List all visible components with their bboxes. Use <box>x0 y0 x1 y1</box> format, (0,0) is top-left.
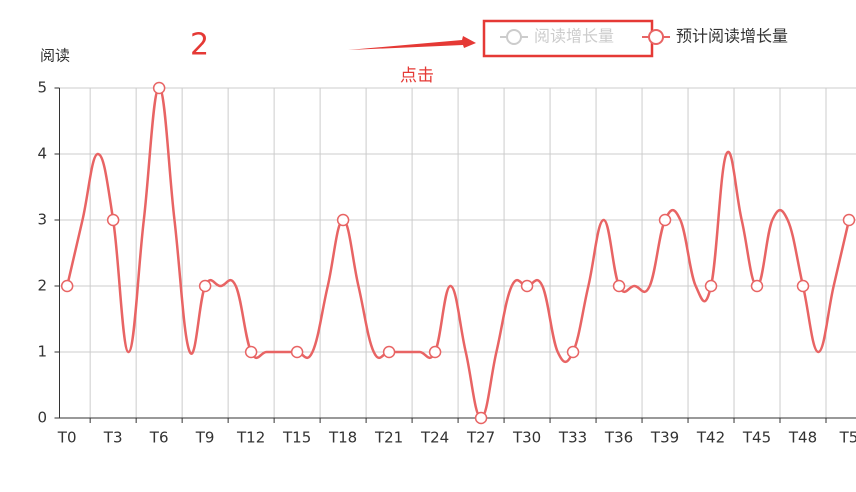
point <box>382 345 396 359</box>
x-tick-label: T3 <box>103 429 123 447</box>
x-tick-label: T5 <box>839 429 856 447</box>
point <box>244 345 258 359</box>
x-tick-label: T36 <box>604 429 633 447</box>
y-axis-label: 阅读 <box>40 47 70 65</box>
annotation: 点击 <box>400 66 434 86</box>
x-tick-label: T6 <box>149 429 169 447</box>
legend-symbol[interactable] <box>506 29 522 45</box>
point <box>566 345 580 359</box>
y-tick-label: 2 <box>37 277 47 295</box>
point <box>428 345 442 359</box>
point <box>336 213 350 227</box>
x-tick-label: T15 <box>282 429 311 447</box>
point <box>106 213 120 227</box>
y-tick-label: 1 <box>37 343 47 361</box>
y-tick-label: 4 <box>37 145 47 163</box>
arrow <box>348 36 476 50</box>
y-tick-label: 5 <box>37 79 47 97</box>
point <box>60 279 74 293</box>
x-tick-label: T48 <box>788 429 817 447</box>
point <box>198 279 212 293</box>
legend-symbol[interactable] <box>648 29 665 45</box>
point <box>474 411 488 425</box>
y-tick-label: 0 <box>37 409 47 427</box>
point <box>658 213 672 227</box>
x-tick-label: T42 <box>696 429 725 447</box>
point <box>704 279 718 293</box>
point <box>152 81 166 95</box>
x-tick-label: T12 <box>236 429 265 447</box>
y-tick-label: 3 <box>37 211 47 229</box>
point <box>750 279 764 293</box>
x-tick-label: T21 <box>374 429 403 447</box>
x-tick-label: T9 <box>195 429 215 447</box>
x-tick-label: T0 <box>57 429 77 447</box>
point <box>290 345 304 359</box>
x-tick-label: T39 <box>650 429 679 447</box>
annotation: 2 <box>190 28 209 63</box>
legend-label[interactable]: 阅读增长量 <box>534 27 614 46</box>
point <box>796 279 810 293</box>
x-tick-label: T33 <box>558 429 587 447</box>
x-tick-label: T45 <box>742 429 771 447</box>
point <box>520 279 534 293</box>
point <box>842 213 856 227</box>
x-tick-label: T30 <box>512 429 541 447</box>
x-tick-label: T24 <box>420 429 449 447</box>
legend-label[interactable]: 预计阅读增长量 <box>676 27 788 46</box>
x-tick-label: T27 <box>466 429 495 447</box>
point <box>612 279 626 293</box>
line <box>65 86 851 420</box>
x-tick-label: T18 <box>328 429 357 447</box>
